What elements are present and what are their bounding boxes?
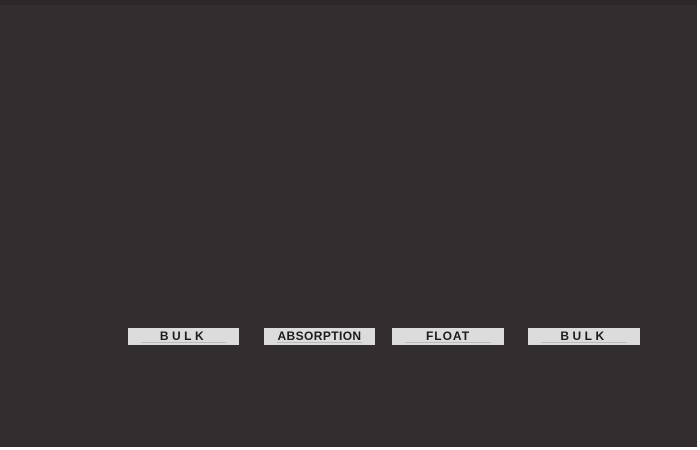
stage-label-text: ABSORPTION [277,329,362,343]
stage-label-text: BULK [159,329,208,343]
stage-label-absorption: ABSORPTION [264,328,375,345]
stage-label-float: FLOAT [392,328,504,345]
stage-label-text: FLOAT [425,329,471,343]
stage-label-bulk-left: BULK [128,328,239,345]
stage-label-bulk-right: BULK [528,328,640,345]
stage-label-text: BULK [560,329,608,343]
